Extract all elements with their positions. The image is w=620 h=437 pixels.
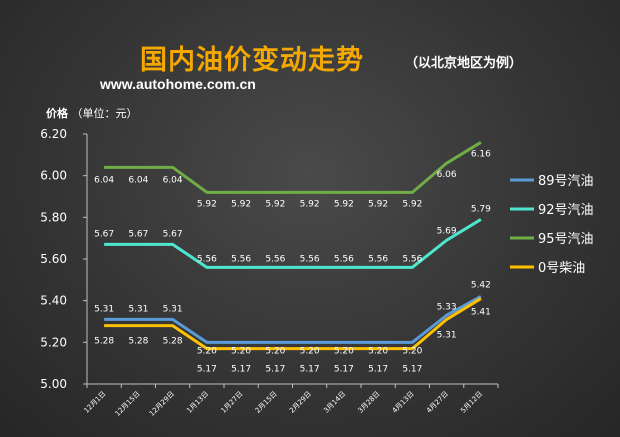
x-tick-label: 12月1日 <box>83 390 108 415</box>
data-label: 5.56 <box>368 254 388 264</box>
data-label: 5.20 <box>334 346 354 356</box>
chart-title: 国内油价变动走势 <box>140 45 364 76</box>
data-label: 5.92 <box>197 199 217 209</box>
data-label: 6.04 <box>163 175 183 185</box>
y-tick-label: 5.40 <box>40 294 67 308</box>
x-tick-label: 2月15日 <box>254 390 279 415</box>
data-label: 6.04 <box>128 175 148 185</box>
data-label: 5.67 <box>163 229 183 239</box>
series-line-2 <box>104 141 482 194</box>
legend: 89号汽油 92号汽油 95号汽油 0号柴油 <box>510 174 594 276</box>
y-tick-label: 6.20 <box>40 127 67 141</box>
data-label: 5.92 <box>300 199 320 209</box>
data-label: 5.56 <box>197 254 217 264</box>
legend-label: 89号汽油 <box>538 174 594 189</box>
data-label: 5.92 <box>368 199 388 209</box>
data-label: 5.56 <box>265 254 285 264</box>
x-tick-label: 2月29日 <box>288 390 313 415</box>
data-label: 5.17 <box>334 365 354 375</box>
legend-label: 92号汽油 <box>538 203 594 218</box>
data-label: 5.20 <box>300 346 320 356</box>
data-label: 5.56 <box>402 254 422 264</box>
data-label: 5.42 <box>471 281 491 291</box>
x-tick-label: 4月13日 <box>391 390 416 415</box>
x-tick-label: 4月27日 <box>425 390 450 415</box>
y-axis-label: 价格 （单位：元） <box>46 105 138 121</box>
data-label: 5.20 <box>197 346 217 356</box>
data-label: 5.17 <box>265 365 285 375</box>
x-tick-label: 1月13日 <box>185 390 210 415</box>
data-label: 5.17 <box>197 365 217 375</box>
series-line-1 <box>104 218 482 269</box>
series-line-0 <box>104 295 482 344</box>
y-axis-title: 价格 <box>46 107 68 120</box>
data-label: 5.31 <box>163 304 183 314</box>
data-label: 5.17 <box>300 365 320 375</box>
data-label: 5.17 <box>368 365 388 375</box>
data-label: 6.04 <box>94 175 114 185</box>
y-tick-label: 6.00 <box>40 169 67 183</box>
data-label: 5.67 <box>128 229 148 239</box>
legend-label: 95号汽油 <box>538 232 594 247</box>
data-label: 5.56 <box>300 254 320 264</box>
data-label: 5.56 <box>334 254 354 264</box>
data-label: 5.20 <box>402 346 422 356</box>
data-label: 5.33 <box>437 302 457 312</box>
x-tick-label: 1月27日 <box>220 390 245 415</box>
x-tick-label: 3月28日 <box>357 390 382 415</box>
data-label: 5.20 <box>265 346 285 356</box>
data-label: 5.28 <box>94 337 114 347</box>
y-axis-unit: （单位：元） <box>71 107 138 120</box>
y-tick-label: 5.20 <box>40 335 67 349</box>
data-label: 5.41 <box>471 308 491 318</box>
legend-label: 0号柴油 <box>538 261 585 276</box>
data-label: 5.56 <box>231 254 251 264</box>
x-tick-label: 3月14日 <box>322 390 347 415</box>
website-url: www.autohome.com.cn <box>100 76 256 92</box>
data-label: 5.92 <box>402 199 422 209</box>
y-tick-label: 5.60 <box>40 252 67 266</box>
data-label: 5.79 <box>471 204 491 214</box>
data-label: 5.17 <box>402 365 422 375</box>
x-tick-label: 5月12日 <box>459 390 484 415</box>
data-label: 5.28 <box>163 337 183 347</box>
data-label: 5.92 <box>334 199 354 209</box>
data-label: 5.69 <box>437 226 457 236</box>
series-line-3 <box>104 297 482 351</box>
data-label: 5.31 <box>437 330 457 340</box>
data-label: 6.16 <box>471 149 491 159</box>
data-label: 5.92 <box>265 199 285 209</box>
data-label: 5.92 <box>231 199 251 209</box>
data-label: 5.31 <box>94 304 114 314</box>
data-label: 5.67 <box>94 229 114 239</box>
data-label: 5.31 <box>128 304 148 314</box>
data-label: 5.17 <box>231 365 251 375</box>
data-labels: 5.31 5.31 5.31 5.20 5.20 5.20 5.20 5.20 5.20 5.20… <box>94 149 491 374</box>
data-label: 5.20 <box>231 346 251 356</box>
data-label: 5.20 <box>368 346 388 356</box>
y-tick-label: 5.80 <box>40 210 67 224</box>
x-tick-label: 12月15日 <box>114 390 142 418</box>
series-lines <box>104 141 482 351</box>
chart-subtitle: （以北京地区为例） <box>405 56 523 71</box>
y-tick-label: 5.00 <box>40 377 67 391</box>
data-label: 6.06 <box>437 170 457 180</box>
data-label: 5.28 <box>128 337 148 347</box>
x-tick-label: 12月29日 <box>148 390 176 418</box>
